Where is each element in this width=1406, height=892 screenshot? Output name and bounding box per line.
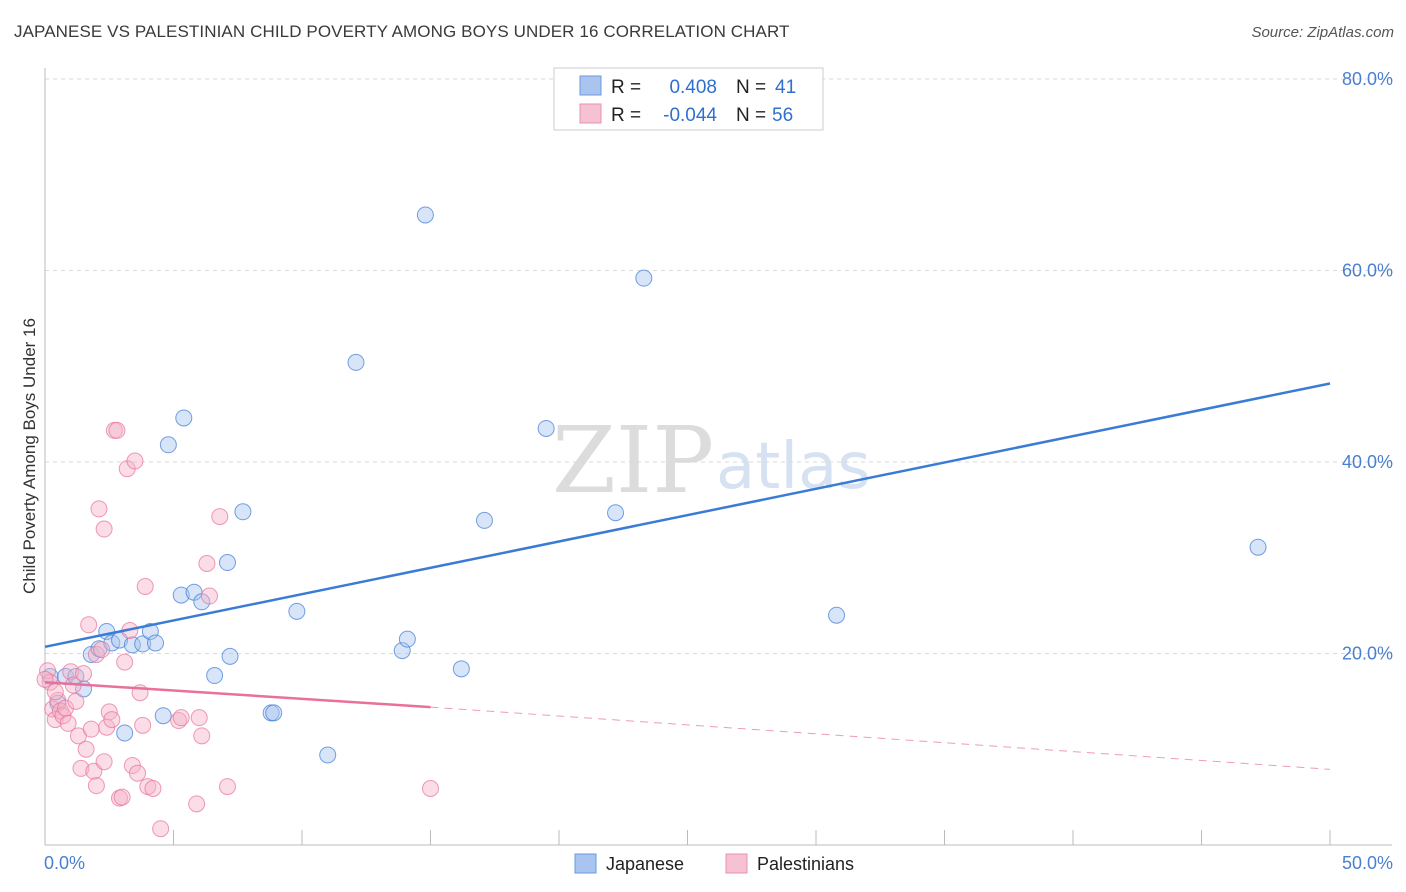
- point-palestinians: [80, 616, 98, 634]
- point-japanese: [221, 647, 239, 665]
- point-palestinians: [211, 508, 229, 526]
- point-palestinians: [188, 795, 206, 813]
- point-palestinians: [95, 753, 113, 771]
- point-palestinians: [200, 587, 218, 605]
- point-palestinians: [126, 452, 144, 470]
- point-japanese: [607, 504, 625, 522]
- x-ticks: [44, 830, 1331, 845]
- trend-line-japanese: [44, 382, 1331, 649]
- point-japanese: [116, 724, 134, 742]
- bottom-legend-label-japanese: Japanese: [606, 854, 684, 874]
- point-palestinians: [108, 421, 126, 439]
- legend-r-label-japanese: R =: [611, 77, 641, 98]
- point-japanese: [288, 602, 306, 620]
- point-palestinians: [190, 709, 208, 727]
- point-japanese: [347, 353, 365, 371]
- point-palestinians: [172, 709, 190, 727]
- x-tick-label-max: 50.0%: [1342, 853, 1393, 873]
- correlation-legend: R = 0.408 N = 41 R = -0.044 N = 56: [553, 67, 824, 131]
- legend-n-label-japanese: N =: [736, 77, 766, 98]
- legend-swatch-japanese: [579, 75, 602, 96]
- y-tick-label: 80.0%: [1342, 69, 1393, 89]
- bottom-legend-swatch-japanese: [574, 853, 597, 874]
- point-palestinians: [193, 727, 211, 745]
- point-palestinians: [62, 663, 80, 681]
- point-palestinians: [103, 711, 121, 729]
- point-japanese: [828, 606, 846, 624]
- point-palestinians: [46, 711, 64, 729]
- y-tick-label: 20.0%: [1342, 644, 1393, 664]
- y-tick-label: 60.0%: [1342, 261, 1393, 281]
- point-palestinians: [136, 577, 154, 595]
- point-palestinians: [82, 720, 100, 738]
- point-palestinians: [72, 759, 90, 777]
- point-japanese: [398, 630, 416, 648]
- point-palestinians: [129, 764, 147, 782]
- series-japanese: [41, 206, 1267, 764]
- point-japanese: [134, 635, 152, 653]
- legend-swatch-palestinians: [579, 103, 602, 124]
- watermark-atlas: atlas: [716, 430, 871, 504]
- legend-r-value-palestinians: -0.044: [663, 105, 717, 126]
- series-legend: Japanese Palestinians: [574, 853, 854, 874]
- legend-n-value-palestinians: 56: [772, 105, 793, 126]
- point-palestinians: [95, 520, 113, 538]
- point-japanese: [319, 746, 337, 764]
- point-palestinians: [144, 780, 162, 798]
- point-palestinians: [87, 645, 105, 663]
- point-palestinians: [152, 820, 170, 838]
- point-palestinians: [75, 665, 93, 683]
- legend-n-value-japanese: 41: [775, 77, 796, 98]
- point-palestinians: [422, 780, 439, 798]
- point-japanese: [537, 419, 555, 437]
- x-tick-label-min: 0.0%: [44, 853, 85, 873]
- point-palestinians: [67, 692, 85, 710]
- point-palestinians: [77, 740, 95, 758]
- point-palestinians: [87, 777, 105, 795]
- bottom-legend-label-palestinians: Palestinians: [757, 854, 854, 874]
- bottom-legend-swatch-palestinians: [725, 853, 748, 874]
- series-palestinians: [36, 421, 439, 838]
- source-credit: Source: ZipAtlas.com: [1251, 24, 1394, 41]
- gridlines: [45, 78, 1392, 654]
- point-japanese: [206, 667, 224, 685]
- chart-title: JAPANESE VS PALESTINIAN CHILD POVERTY AM…: [14, 22, 790, 41]
- legend-r-value-japanese: 0.408: [669, 77, 717, 98]
- point-japanese: [154, 707, 172, 725]
- point-palestinians: [93, 641, 111, 659]
- point-japanese: [159, 436, 177, 454]
- point-palestinians: [116, 653, 134, 671]
- point-palestinians: [59, 714, 77, 732]
- trend-line-palestinians-extension: [430, 706, 1331, 770]
- legend-r-label-palestinians: R =: [611, 105, 641, 126]
- point-palestinians: [90, 500, 108, 518]
- point-japanese: [452, 660, 470, 678]
- trend-line-palestinians: [44, 680, 431, 709]
- watermark-zip: ZIP: [552, 407, 714, 514]
- point-japanese: [175, 409, 193, 427]
- point-japanese: [172, 586, 190, 604]
- point-palestinians: [218, 778, 236, 796]
- y-tick-label: 40.0%: [1342, 452, 1393, 472]
- point-japanese: [147, 634, 165, 652]
- point-japanese: [475, 511, 493, 529]
- point-japanese: [1249, 538, 1267, 556]
- y-tick-labels: 20.0% 40.0% 60.0% 80.0%: [1342, 69, 1393, 664]
- point-palestinians: [170, 712, 188, 730]
- point-japanese: [416, 206, 434, 224]
- point-palestinians: [198, 554, 216, 572]
- point-japanese: [218, 554, 236, 572]
- legend-n-label-palestinians: N =: [736, 105, 766, 126]
- point-palestinians: [134, 716, 152, 734]
- point-japanese: [234, 503, 252, 521]
- trend-lines: [44, 382, 1331, 770]
- point-palestinians: [46, 683, 64, 701]
- point-palestinians: [51, 702, 69, 720]
- point-palestinians: [113, 788, 131, 806]
- point-japanese: [265, 704, 283, 722]
- y-axis-label: Child Poverty Among Boys Under 16: [20, 318, 39, 594]
- point-japanese: [635, 269, 653, 287]
